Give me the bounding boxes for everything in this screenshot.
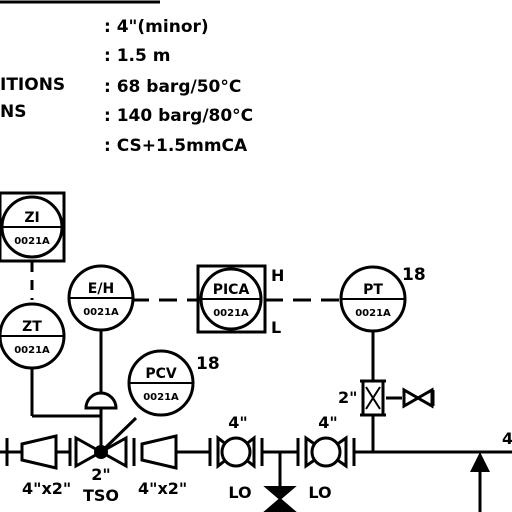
pica-instrument[interactable]: PICA 0021A H L: [196, 264, 284, 337]
reducer-left-label: 4"x2": [22, 479, 71, 498]
spec-value-1: : 4"(minor): [104, 17, 209, 37]
eh-name: E/H: [88, 281, 114, 297]
pcv-note: 18: [196, 354, 220, 374]
zi-name: ZI: [24, 210, 39, 226]
control-valve-size: 2": [91, 465, 110, 484]
spec-table: ITIONS NS : 4"(minor) : 1.5 m : 68 barg/…: [0, 0, 253, 156]
pcv-name: PCV: [145, 366, 177, 382]
lo-valve-2-status: LO: [308, 483, 331, 502]
actuator-dome: [84, 391, 118, 410]
eh-instrument[interactable]: E/H 0021A: [67, 264, 135, 332]
reducer-right-label: 4"x2": [138, 479, 187, 498]
edge-mark: 4: [502, 429, 512, 448]
instrument-connections: [30, 331, 402, 454]
pcv-number: 0021A: [143, 392, 179, 403]
vent-valve[interactable]: [402, 387, 434, 409]
control-valve[interactable]: [74, 435, 128, 469]
reducer-left: [20, 434, 58, 470]
control-valve-status: TSO: [83, 486, 119, 505]
spec-label-4: NS: [0, 102, 26, 122]
pt-isolation-valve[interactable]: [360, 379, 386, 417]
drain-valve[interactable]: [263, 486, 297, 512]
zi-number: 0021A: [14, 236, 50, 247]
lo-valve-1[interactable]: [216, 434, 256, 470]
pica-low-label: L: [271, 318, 281, 337]
pt-tap-size: 2": [338, 388, 357, 407]
zt-name: ZT: [22, 319, 42, 335]
spec-label-3: ITIONS: [0, 75, 65, 95]
flanges: [5, 438, 356, 466]
spec-value-5: : CS+1.5mmCA: [104, 136, 248, 156]
lo-valve-1-status: LO: [228, 483, 251, 502]
eh-number: 0021A: [83, 307, 119, 318]
pica-number: 0021A: [213, 308, 249, 319]
lo-valve-2-size: 4": [318, 413, 337, 432]
signal-lines: [30, 262, 343, 302]
pt-name: PT: [363, 282, 383, 298]
spec-value-4: : 140 barg/80°C: [104, 106, 253, 126]
lo-valve-1-size: 4": [228, 413, 247, 432]
pt-instrument[interactable]: PT 0021A 18: [339, 265, 426, 333]
pt-number: 0021A: [355, 308, 391, 319]
spec-value-2: : 1.5 m: [104, 46, 170, 66]
zi-instrument[interactable]: ZI 0021A: [0, 191, 66, 263]
zt-number: 0021A: [14, 345, 50, 356]
pica-high-label: H: [271, 266, 284, 285]
pt-note: 18: [402, 265, 426, 285]
pcv-instrument[interactable]: PCV 0021A 18: [127, 349, 220, 417]
reducer-right: [140, 434, 178, 470]
zt-instrument[interactable]: ZT 0021A: [0, 302, 66, 370]
spec-value-3: : 68 barg/50°C: [104, 77, 241, 97]
lo-valve-2[interactable]: [304, 435, 348, 469]
pica-name: PICA: [213, 282, 250, 298]
right-riser-arrow: [470, 452, 490, 472]
